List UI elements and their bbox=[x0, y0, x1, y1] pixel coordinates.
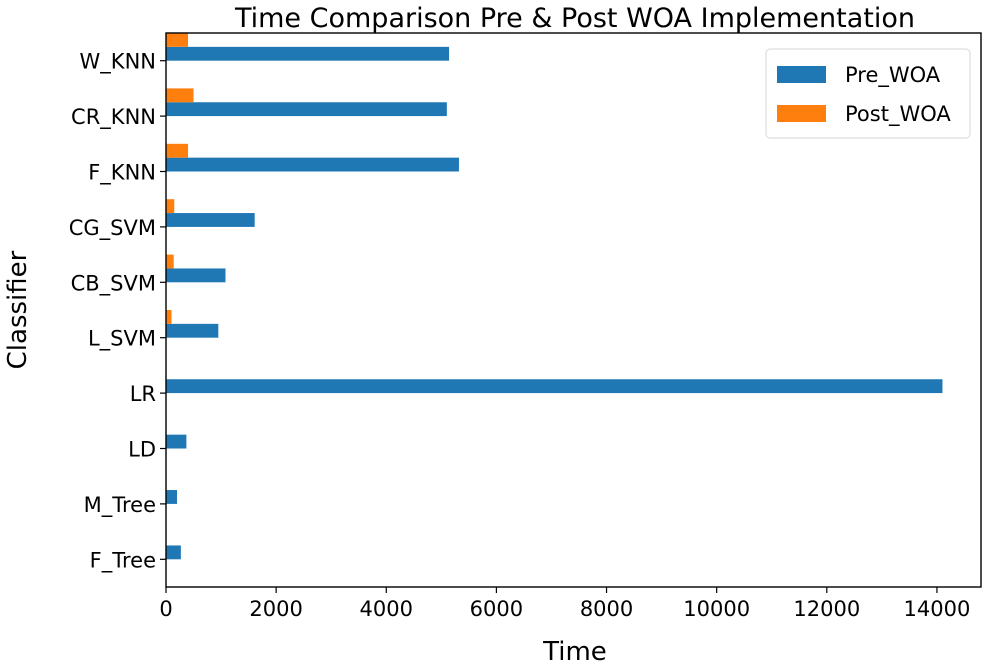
bar-pre-woa-f-knn bbox=[166, 157, 459, 172]
legend-swatch-post-woa bbox=[777, 105, 826, 122]
bar-post-woa-cr-knn bbox=[166, 88, 194, 103]
x-tick-label: 6000 bbox=[470, 597, 523, 621]
plot-frame bbox=[165, 32, 982, 588]
bar-pre-woa-m-tree bbox=[166, 490, 178, 504]
y-tick-label: LD bbox=[128, 438, 156, 462]
y-tick-label: LR bbox=[130, 382, 156, 406]
y-tick-label: W_KNN bbox=[80, 50, 156, 75]
legend-swatch-pre-woa bbox=[777, 66, 826, 83]
bar-pre-woa-ld bbox=[166, 434, 187, 449]
bar-pre-woa-lr bbox=[166, 379, 943, 394]
x-tick-label: 0 bbox=[159, 597, 172, 621]
x-tick-label: 8000 bbox=[580, 597, 633, 621]
y-tick-label: L_SVM bbox=[88, 327, 156, 352]
legend: Pre_WOA Post_WOA bbox=[765, 48, 971, 139]
bar-pre-woa-cg-svm bbox=[166, 213, 255, 227]
bar-post-woa-f-knn bbox=[166, 143, 189, 158]
bar-pre-woa-cr-knn bbox=[166, 102, 447, 117]
y-axis-label: Classifier bbox=[3, 250, 33, 369]
x-axis-label: Time bbox=[542, 637, 607, 667]
x-tick-label: 4000 bbox=[360, 597, 413, 621]
bar-pre-woa-cb-svm bbox=[166, 268, 226, 283]
legend-label-pre-woa: Pre_WOA bbox=[845, 63, 941, 88]
bar-post-woa-w-knn bbox=[166, 33, 189, 47]
bar-post-woa-cg-svm bbox=[166, 199, 175, 214]
bar-post-woa-l-svm bbox=[166, 310, 172, 324]
y-axis: F_Tree M_Tree LD LR L_SVM CB_SVM CG_SVM F_KNN CR… bbox=[69, 50, 166, 573]
x-tick-label: 2000 bbox=[249, 597, 302, 621]
x-axis: 0 2000 4000 6000 8000 10000 12000 14000 bbox=[159, 587, 970, 621]
y-tick-label: F_KNN bbox=[88, 161, 156, 186]
y-tick-label: CR_KNN bbox=[71, 105, 156, 130]
y-tick-label: CB_SVM bbox=[71, 271, 156, 296]
y-tick-label: CG_SVM bbox=[69, 216, 156, 241]
bars-layer bbox=[166, 33, 943, 560]
chart-title: Time Comparison Pre & Post WOA Implement… bbox=[234, 3, 915, 34]
x-tick-label: 10000 bbox=[683, 597, 750, 621]
y-tick-label: M_Tree bbox=[84, 493, 156, 518]
legend-label-post-woa: Post_WOA bbox=[845, 102, 951, 127]
y-tick-label: F_Tree bbox=[90, 548, 156, 573]
bar-pre-woa-f-tree bbox=[166, 545, 181, 560]
bar-pre-woa-l-svm bbox=[166, 323, 219, 338]
x-tick-label: 14000 bbox=[904, 597, 971, 621]
bar-post-woa-cb-svm bbox=[166, 254, 174, 269]
x-tick-label: 12000 bbox=[793, 597, 860, 621]
bar-pre-woa-w-knn bbox=[166, 46, 450, 61]
